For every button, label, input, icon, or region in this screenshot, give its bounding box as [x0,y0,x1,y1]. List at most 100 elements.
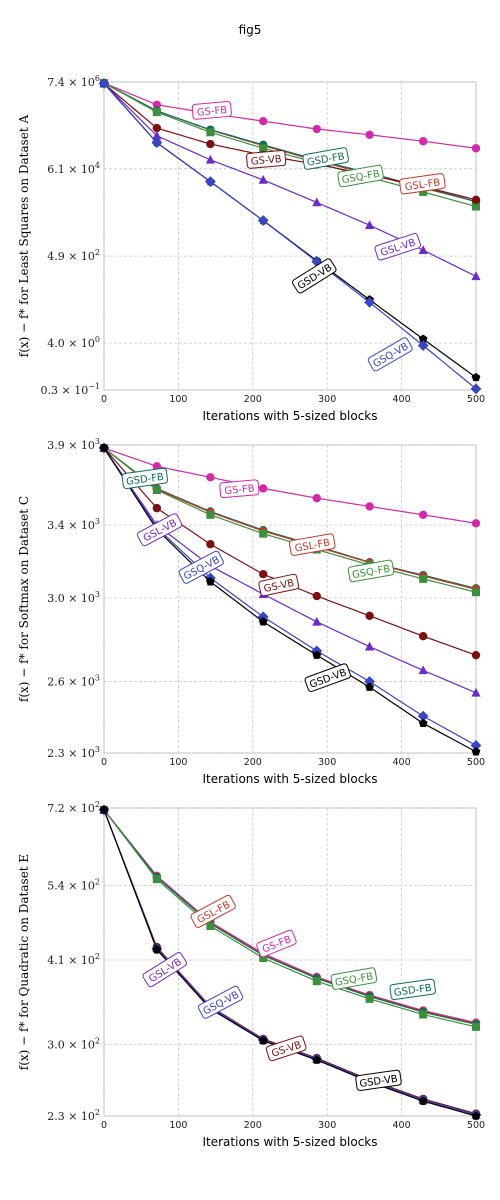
data-point [259,529,268,538]
data-point [205,154,215,164]
series-label-text: GSD-FB [125,472,164,488]
data-point [471,144,481,153]
y-axis-label: f(x) − f* for Softmax on Dataset C [17,496,31,702]
series-line [103,809,477,1024]
y-tick-label: 3.0 × 103 [47,590,100,605]
data-point [152,108,161,117]
data-point [470,740,482,751]
data-point [365,502,374,511]
x-axis-label: Iterations with 5-sized blocks [203,772,378,786]
data-point [418,334,428,343]
y-tick-label: 4.9 × 102 [47,248,100,263]
series-label-box [330,967,378,990]
series-line [103,83,477,390]
data-point [364,296,376,308]
series-label-box [355,1069,402,1091]
data-point [419,1010,428,1019]
data-point [206,577,215,586]
x-axis-label: Iterations with 5-sized blocks [203,1135,378,1149]
data-point [206,540,215,549]
y-tick-label: 7.4 × 106 [47,74,100,89]
series-label: GSD-VB [355,1069,402,1091]
series-label: GSQ-FB [347,559,395,583]
series-label-box [389,978,436,1001]
series-label-box [367,337,413,372]
x-tick-label: 500 [467,1120,485,1131]
chart-panel-3: 0 100 200 300 400 500 7.2 × 102 5.4 × 102 4.1 × … [17,800,485,1149]
data-point [259,144,268,153]
data-point [152,945,162,954]
x-tick-label: 300 [318,394,336,405]
data-point [152,130,162,140]
figure-title: fig5 [239,23,262,37]
series-label-box [302,147,349,170]
x-tick-label: 300 [318,757,336,768]
data-point [151,137,163,148]
data-point [98,78,110,89]
data-point [312,591,321,601]
series-label-box [246,149,287,169]
series-label-box [347,559,395,583]
data-point [258,617,268,626]
data-point [418,718,428,728]
y-axis-label: f(x) − f* for Quadratic on Dataset E [17,854,31,1070]
series-line [103,82,477,149]
series-label-box [399,173,446,195]
series-label-text: GSD-FB [393,983,432,999]
series-label-box [121,467,169,490]
series-label-box [142,952,187,988]
series-label-box [191,100,232,120]
series-label-box [337,164,384,188]
data-point [259,116,268,126]
x-tick-label: 500 [467,394,485,405]
data-point [365,220,375,230]
y-axis-label: f(x) − f* for Least Squares on Dataset A [17,114,31,357]
series-label: GSD-FB [121,467,169,490]
data-point [472,1022,480,1031]
data-point [471,195,481,205]
chart-panel-2: 0 100 200 300 400 500 3.9 × 103 3.4 × 103 3.0 × … [17,437,485,786]
x-tick-label: 0 [101,1120,107,1131]
data-point [206,128,215,137]
series-label: GS-VB [246,149,287,169]
series-label: GS-FB [219,479,260,499]
series-label: GSD-FB [389,978,436,1001]
y-tick-label: 4.1 × 102 [47,952,100,967]
data-point [204,176,216,188]
x-tick-label: 200 [244,757,262,768]
x-tick-label: 200 [244,394,262,405]
y-tick-label: 4.0 × 100 [47,335,100,350]
series-label-box [265,1035,307,1062]
series-label-box [197,985,244,1019]
series-gsd-vb [99,443,481,756]
data-point [364,676,376,687]
data-point [258,174,268,184]
series-label-box [292,258,337,294]
plot-area [103,444,477,754]
series-label-text: GS-FB [196,105,227,119]
series-label-box [374,233,421,261]
data-point [418,245,428,254]
data-point [152,123,162,133]
series-gsq-vb [98,78,482,395]
chart-panel-1: 0 100 200 300 400 500 7.4 × 106 6.1 × 104 4.9 × … [17,74,485,423]
series-label-box [256,929,297,958]
data-point [471,650,481,660]
data-point [471,1111,481,1120]
data-point [206,510,215,519]
y-tick-label: 2.3 × 103 [47,745,100,760]
series-label-text: GSD-VB [359,1074,399,1090]
data-point [472,202,480,211]
data-point [418,665,428,675]
series-label-box [258,573,300,597]
x-tick-label: 400 [393,1120,411,1131]
series-line [103,809,477,1025]
data-point [99,443,109,452]
series-label-box [136,513,183,547]
y-tick-label: 0.3 × 10−1 [41,382,101,397]
data-point [365,682,374,691]
series-label-text: GS-VB [250,154,282,168]
series-line [103,447,477,590]
data-point [365,641,375,651]
series-label-box [190,894,236,928]
